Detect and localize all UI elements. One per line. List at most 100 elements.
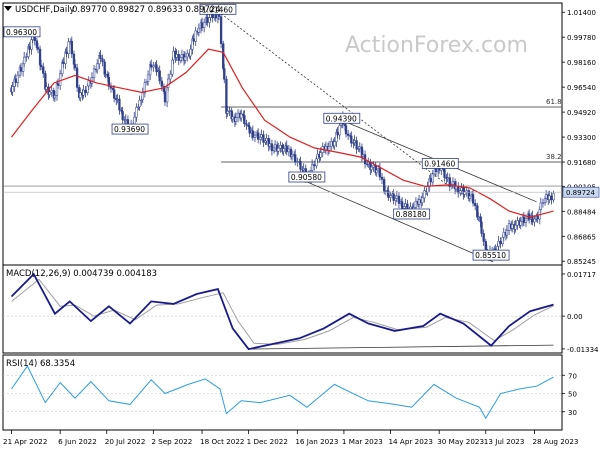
candle-body	[92, 68, 96, 78]
candle-body	[121, 111, 124, 120]
candle-body	[474, 203, 477, 206]
macd-axis-label: 0.00	[567, 313, 583, 321]
candle-body	[414, 200, 418, 208]
candle-body	[380, 176, 384, 180]
candle-body	[378, 168, 382, 178]
candle-body	[14, 78, 17, 83]
candle-body	[194, 30, 197, 42]
x-axis-label: 21 Apr 2022	[3, 437, 47, 446]
candle-body	[404, 203, 407, 207]
candle-body	[109, 86, 113, 89]
candle-body	[400, 201, 404, 209]
candle-body	[208, 17, 211, 23]
candle-body	[310, 164, 314, 171]
candle-body	[172, 50, 175, 61]
candle-body	[477, 216, 480, 218]
candle-body	[389, 195, 392, 198]
candle-body	[522, 216, 526, 223]
candle-body	[86, 85, 89, 93]
price-axis-label: 0.86865	[567, 233, 596, 241]
x-axis-label: 6 Jun 2022	[58, 437, 97, 446]
candle-body	[150, 64, 153, 68]
candle-body	[394, 198, 397, 201]
candle-body	[106, 73, 109, 78]
macd-panel	[3, 272, 562, 351]
candle-body	[186, 53, 189, 58]
candle-body	[177, 54, 180, 61]
candle-body	[104, 73, 107, 76]
candle-body	[541, 202, 545, 204]
moving-average-line	[11, 48, 554, 218]
candle-body	[431, 173, 434, 183]
candle-body	[290, 154, 294, 157]
candle-body	[451, 181, 455, 185]
x-axis-label: 16 Jan 2023	[295, 437, 338, 446]
candle-body	[180, 54, 184, 58]
candle-body	[79, 92, 82, 98]
candle-body	[319, 152, 322, 158]
candle-body	[23, 56, 26, 65]
macd-line	[10, 272, 554, 351]
price-axis-label: 0.98160	[567, 59, 596, 67]
candle-body	[197, 27, 201, 33]
x-axis-label: 28 Aug 2023	[532, 437, 578, 446]
candle-body	[16, 74, 19, 83]
candle-body	[243, 115, 246, 125]
candle-body	[287, 148, 291, 153]
price-label-box	[3, 26, 41, 38]
candle-body	[99, 55, 102, 59]
candle-body	[21, 63, 25, 72]
candle-body	[417, 199, 421, 205]
candle-body	[299, 161, 302, 170]
price-axis-label: 0.88484	[567, 208, 596, 216]
macd-panel-frame	[2, 264, 563, 354]
candle-body	[226, 111, 229, 114]
candle-body	[353, 140, 356, 143]
candle-body	[256, 132, 260, 140]
price-label-text: 0.93690	[114, 125, 145, 134]
candle-body	[548, 195, 551, 201]
candle-body	[484, 241, 487, 250]
candle-body	[65, 51, 68, 54]
candle-body	[225, 78, 228, 114]
candle-body	[279, 145, 282, 149]
candle-body	[189, 48, 192, 57]
candle-body	[30, 39, 33, 50]
candle-body	[155, 64, 158, 73]
symbol-label: USDCHF,Daily	[15, 5, 75, 15]
candle-body	[536, 215, 539, 220]
candle-body	[38, 48, 42, 66]
candle-body	[315, 158, 318, 167]
candle-body	[158, 70, 161, 82]
candle-body	[361, 154, 365, 157]
candle-body	[327, 146, 331, 151]
candle-body	[403, 206, 406, 209]
x-axis-label: 14 Apr 2023	[388, 437, 432, 446]
candle-body	[165, 87, 169, 103]
price-axis-label: 0.96540	[567, 84, 596, 92]
candle-body	[171, 59, 174, 75]
candle-body	[82, 89, 85, 96]
candle-body	[53, 95, 57, 99]
candle-body	[70, 40, 73, 55]
x-axis-label: 13 Jul 2023	[484, 437, 525, 446]
candle-body	[236, 112, 240, 118]
candle-body	[372, 165, 375, 168]
candle-body	[476, 205, 479, 218]
rsi-axis-label: 70	[568, 372, 577, 380]
candle-body	[36, 47, 40, 50]
price-label-text: 1.01460	[202, 5, 233, 14]
candle-body	[505, 229, 509, 236]
candle-body	[101, 58, 104, 63]
candle-body	[480, 221, 483, 234]
x-axis-label: 30 May 2023	[437, 437, 484, 446]
price-axis-label: 0.85245	[567, 258, 596, 266]
candle-body	[482, 233, 485, 242]
macd-axis-label: 0.01717	[567, 271, 596, 279]
candle-body	[429, 178, 432, 183]
candle-body	[84, 89, 87, 93]
price-axis-label: 0.91680	[567, 159, 596, 167]
candle-body	[282, 148, 285, 152]
price-label-text: 0.91460	[424, 159, 455, 168]
x-axis-label: 18 Oct 2022	[200, 437, 244, 446]
